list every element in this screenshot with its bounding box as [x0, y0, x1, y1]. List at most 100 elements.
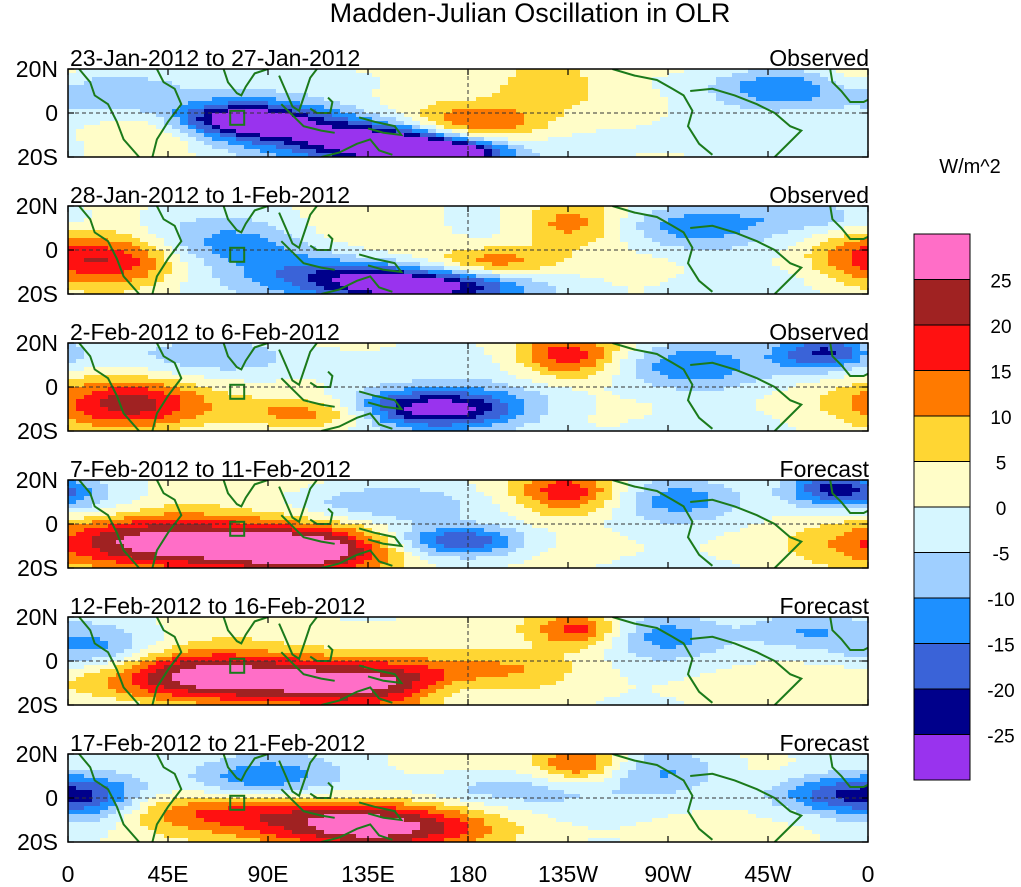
olr-cell: [548, 222, 557, 227]
olr-cell: [804, 226, 813, 231]
olr-cell: [532, 286, 541, 291]
olr-cell: [100, 145, 109, 150]
olr-cell: [556, 81, 565, 86]
olr-cell: [220, 242, 229, 247]
olr-cell: [452, 274, 461, 279]
olr-cell: [740, 258, 749, 263]
olr-cell: [164, 93, 173, 98]
olr-cell: [652, 274, 661, 279]
olr-cell: [684, 230, 693, 235]
olr-cell: [156, 290, 165, 294]
olr-cell: [668, 214, 677, 219]
olr-cell: [804, 266, 813, 271]
olr-cell: [204, 125, 213, 130]
olr-cell: [284, 343, 293, 348]
olr-cell: [364, 81, 373, 86]
olr-cell: [564, 77, 573, 82]
olr-cell: [668, 81, 677, 86]
olr-cell: [660, 290, 669, 294]
olr-cell: [268, 81, 277, 86]
olr-cell: [196, 347, 205, 352]
olr-cell: [476, 226, 485, 231]
olr-cell: [516, 222, 525, 227]
olr-cell: [484, 242, 493, 247]
olr-cell: [220, 210, 229, 215]
olr-cell: [588, 153, 597, 157]
olr-cell: [820, 117, 829, 122]
olr-cell: [780, 73, 789, 78]
olr-cell: [764, 347, 773, 352]
olr-cell: [636, 85, 645, 90]
olr-cell: [196, 125, 205, 130]
olr-cell: [820, 113, 829, 118]
olr-cell: [460, 73, 469, 78]
olr-cell: [308, 117, 317, 122]
olr-cell: [124, 270, 133, 275]
olr-cell: [124, 230, 133, 235]
olr-cell: [444, 278, 453, 283]
olr-cell: [212, 258, 221, 263]
olr-cell: [204, 97, 213, 102]
olr-cell: [468, 81, 477, 86]
olr-cell: [100, 113, 109, 118]
olr-cell: [252, 93, 261, 98]
olr-cell: [828, 286, 837, 291]
olr-cell: [348, 113, 357, 118]
olr-cell: [668, 270, 677, 275]
olr-cell: [852, 69, 861, 74]
olr-cell: [164, 242, 173, 247]
olr-cell: [268, 133, 277, 138]
olr-cell: [356, 266, 365, 271]
olr-cell: [508, 246, 517, 251]
olr-cell: [796, 351, 805, 356]
olr-cell: [444, 81, 453, 86]
olr-cell: [692, 222, 701, 227]
olr-cell: [444, 270, 453, 275]
olr-cell: [252, 129, 261, 134]
olr-cell: [796, 85, 805, 90]
olr-cell: [108, 129, 117, 134]
olr-cell: [492, 238, 501, 243]
olr-cell: [244, 258, 253, 263]
olr-cell: [404, 278, 413, 283]
olr-cell: [708, 129, 717, 134]
olr-cell: [332, 254, 341, 259]
olr-cell: [748, 93, 757, 98]
olr-cell: [556, 278, 565, 283]
olr-cell: [380, 230, 389, 235]
olr-cell: [588, 282, 597, 287]
olr-cell: [260, 278, 269, 283]
olr-cell: [540, 274, 549, 279]
olr-cell: [436, 270, 445, 275]
olr-cell: [796, 77, 805, 82]
olr-cell: [412, 250, 421, 255]
olr-cell: [164, 258, 173, 263]
olr-cell: [780, 254, 789, 259]
olr-cell: [444, 218, 453, 223]
olr-cell: [428, 206, 437, 211]
olr-cell: [132, 238, 141, 243]
olr-cell: [452, 206, 461, 211]
olr-cell: [308, 85, 317, 90]
olr-cell: [316, 274, 325, 279]
olr-cell: [540, 230, 549, 235]
olr-cell: [396, 278, 405, 283]
olr-cell: [780, 246, 789, 251]
olr-cell: [452, 93, 461, 98]
olr-cell: [516, 125, 525, 130]
olr-cell: [476, 347, 485, 352]
olr-cell: [164, 101, 173, 106]
olr-cell: [852, 230, 861, 235]
olr-cell: [252, 73, 261, 78]
olr-cell: [604, 133, 613, 138]
olr-cell: [660, 270, 669, 275]
olr-cell: [828, 113, 837, 118]
olr-cell: [748, 210, 757, 215]
olr-cell: [332, 109, 341, 114]
olr-cell: [292, 266, 301, 271]
olr-cell: [276, 230, 285, 235]
olr-cell: [860, 85, 868, 90]
olr-cell: [716, 286, 725, 291]
olr-cell: [844, 145, 853, 150]
olr-cell: [196, 153, 205, 157]
